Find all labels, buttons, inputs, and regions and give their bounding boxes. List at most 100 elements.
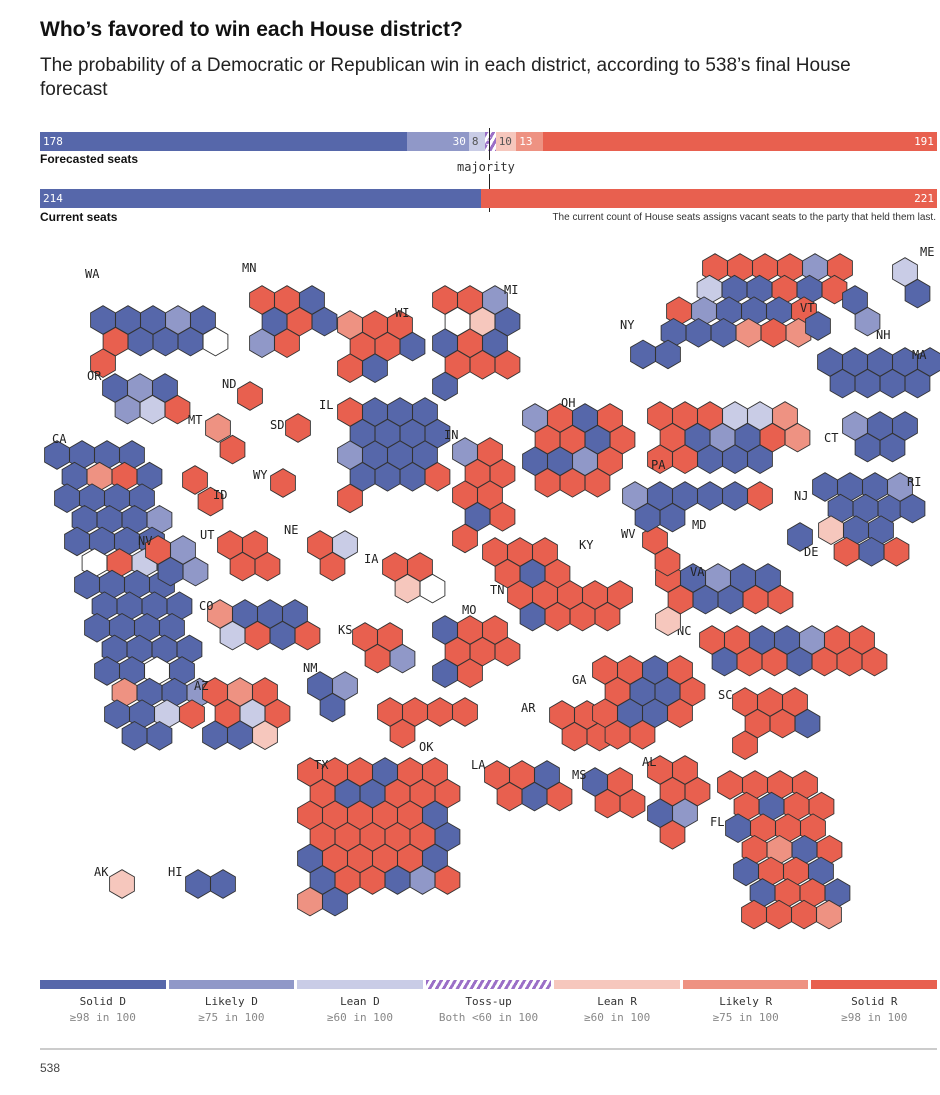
district-hex[interactable] bbox=[389, 718, 416, 749]
district-hex[interactable] bbox=[237, 381, 263, 411]
district-hex[interactable] bbox=[717, 770, 743, 800]
district-hex[interactable] bbox=[494, 636, 521, 667]
district-hex[interactable] bbox=[252, 720, 278, 751]
district-hex[interactable] bbox=[654, 546, 681, 577]
district-hex[interactable] bbox=[197, 486, 224, 517]
forecast-seats-bar: 17830851013191 bbox=[40, 132, 937, 151]
district-hex[interactable] bbox=[254, 551, 281, 582]
state-label: WV bbox=[621, 527, 635, 541]
district-hex[interactable] bbox=[667, 698, 693, 729]
district-hex[interactable] bbox=[812, 472, 838, 502]
legend-item-t: Toss-up Both <60 in 100 bbox=[425, 980, 552, 1024]
state-fl: FL bbox=[710, 770, 851, 930]
district-hex[interactable] bbox=[399, 331, 426, 362]
legend-item-k: Likely R ≥75 in 100 bbox=[682, 980, 809, 1024]
district-hex[interactable] bbox=[182, 556, 209, 587]
district-hex[interactable] bbox=[904, 278, 931, 309]
district-hex[interactable] bbox=[210, 869, 236, 899]
state-ca: CA bbox=[44, 432, 213, 751]
district-hex[interactable] bbox=[821, 274, 848, 305]
state-label: AK bbox=[94, 865, 109, 879]
district-hex[interactable] bbox=[784, 422, 811, 453]
district-hex[interactable] bbox=[319, 551, 346, 582]
district-hex[interactable] bbox=[432, 371, 458, 402]
district-hex[interactable] bbox=[337, 483, 363, 514]
current-seats-bar: 214 221 bbox=[40, 189, 937, 208]
district-hex[interactable] bbox=[294, 620, 321, 651]
district-hex[interactable] bbox=[794, 708, 821, 739]
state-label: UT bbox=[200, 528, 214, 542]
state-nh: NH bbox=[842, 285, 890, 342]
district-hex[interactable] bbox=[146, 720, 173, 751]
district-hex[interactable] bbox=[452, 523, 478, 554]
district-hex[interactable] bbox=[427, 697, 453, 727]
district-hex[interactable] bbox=[205, 413, 231, 443]
current-seats-note: The current count of House seats assigns… bbox=[552, 212, 936, 223]
state-label: NJ bbox=[794, 489, 808, 503]
district-hex[interactable] bbox=[185, 869, 211, 899]
district-hex[interactable] bbox=[319, 692, 346, 723]
bar-segment-r: 10 bbox=[495, 132, 517, 151]
district-hex[interactable] bbox=[457, 658, 483, 689]
district-hex[interactable] bbox=[164, 394, 191, 425]
divider bbox=[40, 1048, 937, 1050]
district-hex[interactable] bbox=[419, 573, 446, 604]
district-hex[interactable] bbox=[594, 601, 621, 632]
state-label: VA bbox=[690, 565, 705, 579]
district-hex[interactable] bbox=[747, 481, 773, 511]
state-label: MA bbox=[912, 348, 927, 362]
district-hex[interactable] bbox=[629, 719, 656, 750]
district-hex[interactable] bbox=[311, 306, 338, 337]
state-label: DE bbox=[804, 545, 818, 559]
chart-subtitle: The probability of a Democratic or Repub… bbox=[40, 55, 851, 100]
district-hex[interactable] bbox=[452, 697, 478, 727]
state-label: IL bbox=[319, 398, 333, 412]
district-hex[interactable] bbox=[767, 584, 794, 615]
district-hex[interactable] bbox=[389, 643, 416, 674]
district-hex[interactable] bbox=[655, 606, 681, 637]
district-hex[interactable] bbox=[584, 467, 611, 498]
district-hex[interactable] bbox=[179, 699, 205, 730]
district-hex[interactable] bbox=[861, 646, 888, 677]
district-hex[interactable] bbox=[722, 481, 748, 511]
district-hex[interactable] bbox=[362, 353, 388, 384]
district-hex[interactable] bbox=[202, 326, 229, 357]
district-hex[interactable] bbox=[219, 434, 246, 465]
district-hex[interactable] bbox=[883, 536, 910, 567]
district-hex[interactable] bbox=[659, 819, 686, 850]
district-hex[interactable] bbox=[619, 788, 646, 819]
state-ia: IA bbox=[364, 552, 446, 604]
district-hex[interactable] bbox=[747, 444, 773, 475]
district-hex[interactable] bbox=[182, 465, 208, 495]
bar-segment-t: 5 bbox=[485, 132, 496, 151]
district-hex[interactable] bbox=[274, 328, 300, 359]
bar-segment-R: 221 bbox=[481, 189, 937, 208]
legend-swatch bbox=[425, 980, 552, 989]
state-label: PA bbox=[651, 458, 666, 472]
district-hex[interactable] bbox=[109, 869, 135, 899]
district-hex[interactable] bbox=[787, 522, 813, 552]
district-hex[interactable] bbox=[630, 339, 656, 370]
district-hex[interactable] bbox=[904, 368, 931, 399]
district-hex[interactable] bbox=[546, 781, 573, 812]
district-hex[interactable] bbox=[899, 493, 926, 524]
district-hex[interactable] bbox=[285, 413, 311, 443]
district-hex[interactable] bbox=[805, 311, 831, 341]
state-label: NV bbox=[138, 534, 152, 548]
district-hex[interactable] bbox=[270, 468, 296, 498]
district-hex[interactable] bbox=[816, 899, 842, 930]
district-hex[interactable] bbox=[489, 501, 516, 532]
district-hex[interactable] bbox=[879, 432, 906, 463]
district-hex[interactable] bbox=[854, 306, 881, 337]
district-hex[interactable] bbox=[732, 730, 758, 761]
district-hex[interactable] bbox=[322, 886, 348, 917]
district-hex[interactable] bbox=[424, 461, 451, 492]
bar-segment-D: 178 bbox=[40, 132, 408, 151]
state-wv: WV bbox=[621, 525, 681, 577]
district-hex[interactable] bbox=[90, 348, 116, 379]
district-hex[interactable] bbox=[655, 339, 681, 370]
district-hex[interactable] bbox=[434, 865, 461, 895]
district-hex[interactable] bbox=[494, 349, 521, 380]
district-hex[interactable] bbox=[697, 481, 723, 511]
district-hex[interactable] bbox=[659, 502, 686, 533]
